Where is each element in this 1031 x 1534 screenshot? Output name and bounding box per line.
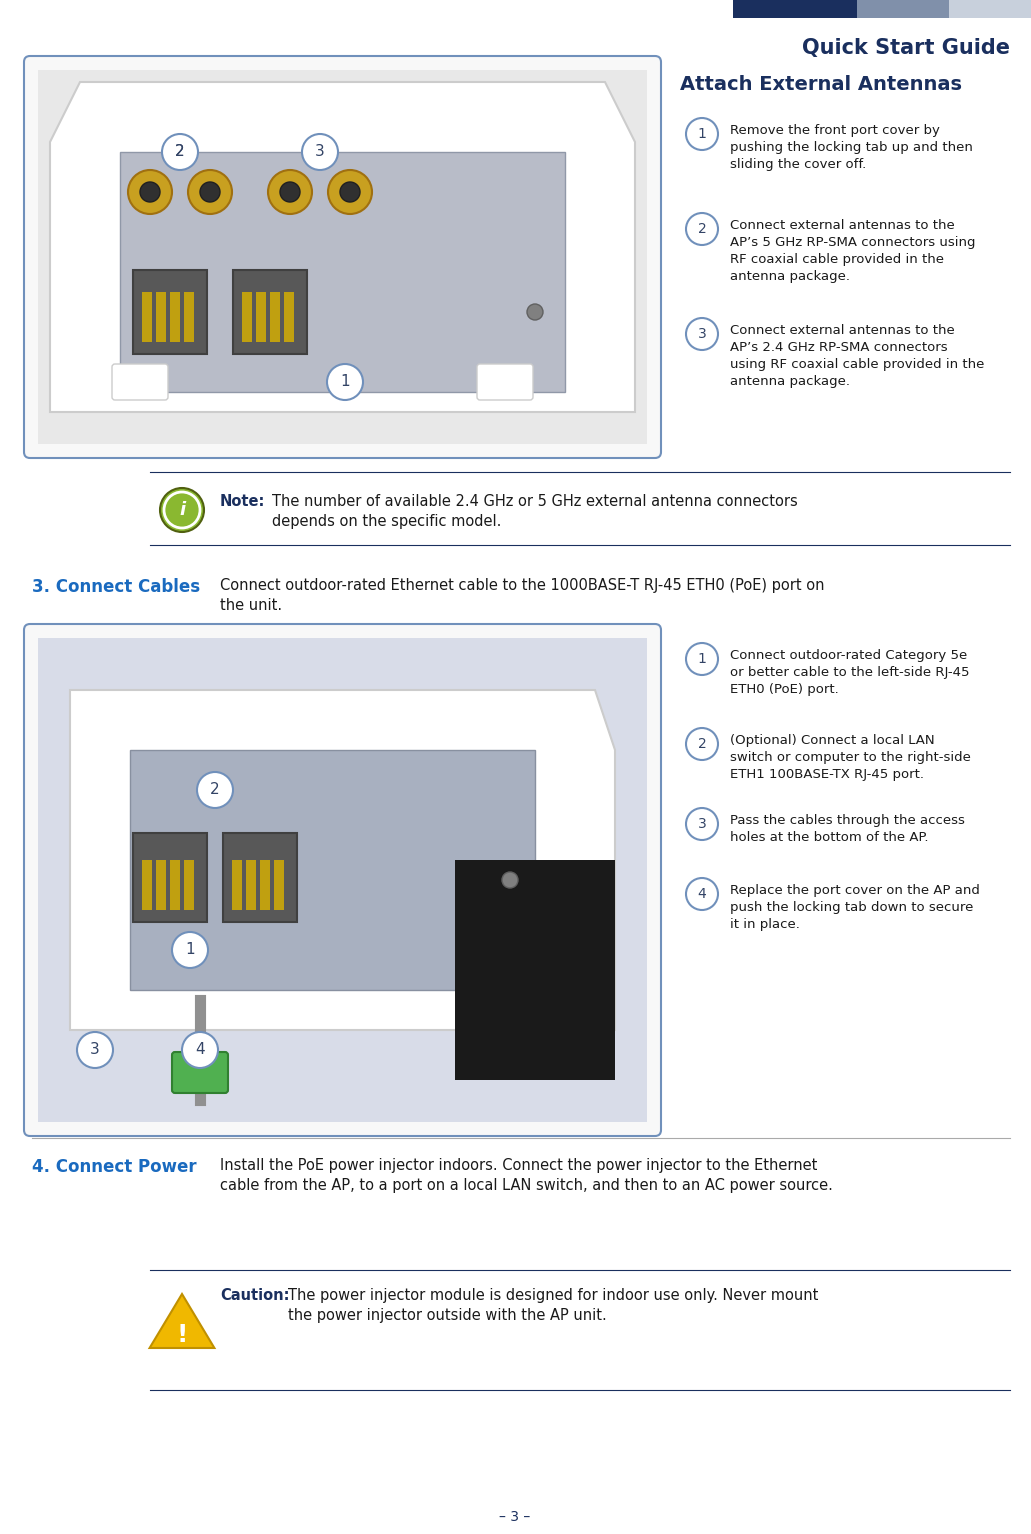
Circle shape	[686, 318, 718, 350]
Text: Note:: Note:	[220, 494, 265, 509]
FancyBboxPatch shape	[112, 364, 168, 400]
FancyBboxPatch shape	[223, 833, 297, 922]
Polygon shape	[149, 1295, 214, 1348]
Circle shape	[686, 213, 718, 245]
Text: Connect external antennas to the
AP’s 2.4 GHz RP-SMA connectors
using RF coaxial: Connect external antennas to the AP’s 2.…	[730, 324, 985, 388]
Bar	[142, 861, 152, 910]
Bar	[270, 291, 280, 342]
Bar	[949, 0, 1031, 18]
Bar	[455, 861, 616, 1080]
Circle shape	[200, 183, 220, 202]
FancyBboxPatch shape	[133, 833, 207, 922]
Circle shape	[164, 492, 200, 528]
Bar	[184, 861, 194, 910]
Bar	[130, 750, 535, 989]
Circle shape	[686, 118, 718, 150]
Text: 3: 3	[315, 144, 325, 160]
Text: Install the PoE power injector indoors. Connect the power injector to the Ethern: Install the PoE power injector indoors. …	[220, 1158, 833, 1193]
FancyBboxPatch shape	[477, 364, 533, 400]
Text: 2: 2	[175, 144, 185, 160]
Bar	[170, 291, 180, 342]
Text: The power injector module is designed for indoor use only. Never mount
the power: The power injector module is designed fo…	[288, 1289, 819, 1322]
Bar	[242, 291, 252, 342]
Circle shape	[77, 1032, 113, 1068]
Bar	[156, 861, 166, 910]
Bar	[170, 861, 180, 910]
Bar	[260, 861, 270, 910]
Text: 3. Connect Cables: 3. Connect Cables	[32, 578, 200, 597]
Text: Replace the port cover on the AP and
push the locking tab down to secure
it in p: Replace the port cover on the AP and pus…	[730, 884, 979, 931]
Bar	[232, 861, 242, 910]
Text: 4: 4	[698, 887, 706, 900]
Bar	[120, 152, 565, 393]
Text: 4: 4	[195, 1043, 205, 1057]
Bar	[274, 861, 284, 910]
Circle shape	[128, 170, 172, 215]
FancyBboxPatch shape	[133, 270, 207, 354]
Bar	[857, 0, 949, 18]
Bar	[142, 291, 152, 342]
Bar	[38, 638, 647, 1121]
Text: 2: 2	[210, 782, 220, 798]
Circle shape	[686, 808, 718, 841]
Circle shape	[182, 1032, 218, 1068]
Text: 3: 3	[90, 1043, 100, 1057]
FancyBboxPatch shape	[24, 57, 661, 459]
Text: – 3 –: – 3 –	[499, 1509, 531, 1523]
Bar	[733, 0, 857, 18]
Text: Pass the cables through the access
holes at the bottom of the AP.: Pass the cables through the access holes…	[730, 815, 965, 844]
FancyBboxPatch shape	[24, 624, 661, 1137]
Circle shape	[686, 643, 718, 675]
Text: 1: 1	[698, 127, 706, 141]
Circle shape	[686, 729, 718, 759]
Circle shape	[160, 488, 204, 532]
Circle shape	[172, 933, 208, 968]
Text: !: !	[176, 1322, 188, 1347]
Circle shape	[686, 877, 718, 910]
Polygon shape	[70, 690, 616, 1029]
Text: 1: 1	[186, 942, 195, 957]
Bar	[38, 71, 647, 443]
Text: 3: 3	[698, 327, 706, 341]
Bar	[256, 291, 266, 342]
Text: Remove the front port cover by
pushing the locking tab up and then
sliding the c: Remove the front port cover by pushing t…	[730, 124, 973, 170]
Text: i: i	[179, 502, 185, 518]
Text: Connect outdoor-rated Ethernet cable to the 1000BASE-T RJ-45 ETH0 (PoE) port on
: Connect outdoor-rated Ethernet cable to …	[220, 578, 825, 612]
Text: 3: 3	[698, 818, 706, 831]
Text: Connect external antennas to the
AP’s 5 GHz RP-SMA connectors using
RF coaxial c: Connect external antennas to the AP’s 5 …	[730, 219, 975, 282]
Text: Attach External Antennas: Attach External Antennas	[680, 75, 962, 94]
Circle shape	[140, 183, 160, 202]
Text: (Optional) Connect a local LAN
switch or computer to the right-side
ETH1 100BASE: (Optional) Connect a local LAN switch or…	[730, 733, 971, 781]
Circle shape	[280, 183, 300, 202]
Bar	[156, 291, 166, 342]
Circle shape	[197, 772, 233, 808]
FancyBboxPatch shape	[172, 1052, 228, 1094]
Text: 2: 2	[698, 222, 706, 236]
Text: 1: 1	[340, 374, 350, 390]
Bar	[246, 861, 256, 910]
Text: 2: 2	[175, 144, 185, 160]
Circle shape	[302, 133, 338, 170]
Text: The number of available 2.4 GHz or 5 GHz external antenna connectors
depends on : The number of available 2.4 GHz or 5 GHz…	[272, 494, 798, 529]
Circle shape	[527, 304, 543, 321]
Circle shape	[328, 170, 372, 215]
Text: Connect outdoor-rated Category 5e
or better cable to the left-side RJ-45
ETH0 (P: Connect outdoor-rated Category 5e or bet…	[730, 649, 969, 696]
Bar	[284, 291, 294, 342]
Circle shape	[188, 170, 232, 215]
FancyBboxPatch shape	[233, 270, 307, 354]
Polygon shape	[49, 81, 635, 413]
Circle shape	[340, 183, 360, 202]
Text: 4. Connect Power: 4. Connect Power	[32, 1158, 197, 1177]
Circle shape	[327, 364, 363, 400]
Text: Caution:: Caution:	[220, 1289, 290, 1302]
Circle shape	[268, 170, 312, 215]
Circle shape	[162, 133, 198, 170]
Text: 1: 1	[698, 652, 706, 666]
Text: 2: 2	[698, 736, 706, 752]
Bar	[184, 291, 194, 342]
Text: Quick Start Guide: Quick Start Guide	[802, 38, 1010, 58]
Circle shape	[502, 871, 518, 888]
